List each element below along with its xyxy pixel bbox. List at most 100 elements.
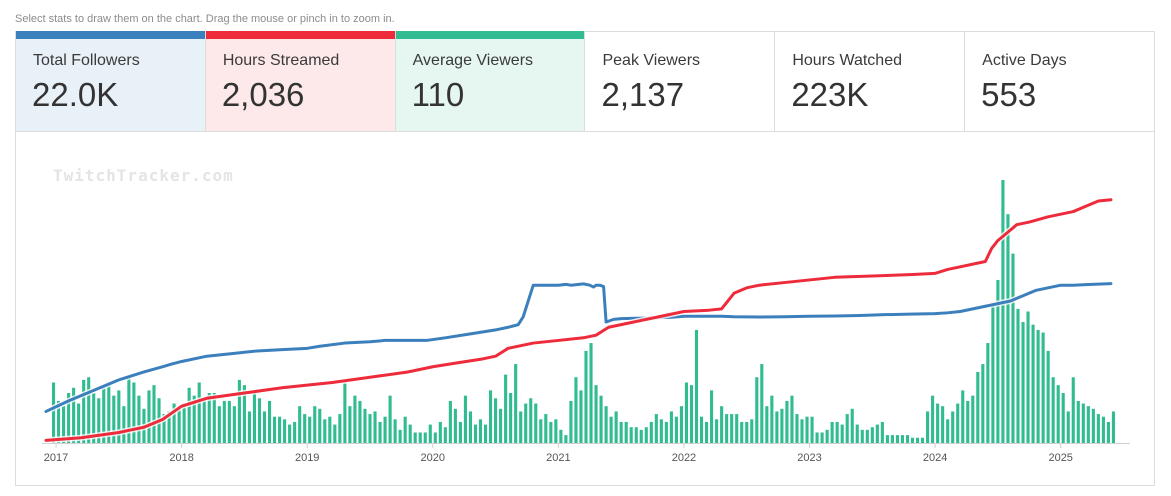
bar-0-124 [674,416,678,443]
bar-0-201 [1061,393,1065,443]
bar-0-68 [393,419,397,443]
bar-0-154 [825,429,829,443]
bar-0-127 [689,385,694,443]
bar-0-183 [971,395,975,443]
bar-0-135 [730,414,734,443]
bar-0-43 [267,400,272,443]
bar-0-200 [1056,385,1060,443]
bar-0-137 [740,421,744,443]
bar-0-45 [278,416,282,443]
bar-0-34 [222,400,226,443]
bar-0-194 [1026,311,1030,443]
bar-0-191 [1011,253,1015,443]
chart-area[interactable]: 2017 2018 2019 2020 2021 2022 2023 2024 2025 Twi… [15,132,1155,486]
bar-0-85 [478,419,483,443]
bar-0-145 [780,408,784,443]
bar-0-156 [835,421,839,443]
bar-0-51 [308,416,312,443]
bar-0-54 [323,419,327,443]
stat-average-viewers[interactable]: Average Viewers 110 [395,31,586,131]
stats-chart[interactable]: 2017 2018 2019 2020 2021 2022 2023 2024 2025 [16,132,1154,486]
bar-0-64 [373,411,377,443]
stat-active-days[interactable]: Active Days 553 [965,32,1154,131]
bar-0-91 [509,393,513,443]
stat-total-followers[interactable]: Total Followers 22.0K [16,31,206,131]
bar-0-136 [735,414,739,443]
bar-0-94 [524,403,528,443]
bar-0-65 [378,421,382,443]
bar-0-126 [684,382,689,443]
bar-0-172 [915,437,920,443]
stat-value: 22.0K [32,76,119,113]
bar-0-144 [775,411,779,443]
bar-0-157 [840,424,844,443]
bar-0-12 [112,395,116,443]
bar-0-11 [107,382,111,443]
x-tick-label-8: 2025 [1048,452,1072,464]
bar-0-118 [644,427,648,443]
bar-0-148 [795,414,799,443]
bar-0-82 [463,395,467,443]
bar-0-39 [247,411,251,443]
bar-0-20 [152,385,156,443]
stat-color-bar [395,31,585,39]
bar-0-87 [489,390,493,443]
bar-0-155 [830,421,834,443]
bar-0-16 [132,382,136,443]
bar-0-165 [880,421,884,443]
bar-0-181 [961,390,965,443]
bar-0-77 [438,421,442,443]
bar-0-203 [1071,377,1075,443]
bar-0-90 [504,374,508,443]
bar-0-100 [554,419,558,443]
bar-0-80 [453,408,457,443]
bar-0-47 [288,424,292,443]
bar-0-95 [529,398,533,443]
bar-0-162 [865,429,869,443]
bar-0-14 [122,406,126,443]
bar-0-99 [549,421,553,443]
bar-0-168 [895,435,899,443]
bar-0-32 [212,393,216,443]
bar-0-128 [694,329,699,443]
bar-0-97 [539,419,543,443]
bar-0-60 [353,395,357,443]
bar-0-71 [408,424,412,443]
bar-0-5 [77,403,81,443]
bar-0-13 [117,390,121,443]
bar-0-196 [1036,329,1040,443]
bar-0-30 [202,400,206,443]
bar-0-62 [363,408,367,443]
bar-0-116 [634,427,638,443]
bar-0-176 [936,403,940,443]
bar-0-41 [257,398,262,443]
bar-0-25 [177,408,181,443]
bar-0-7 [87,377,91,443]
stat-peak-viewers[interactable]: Peak Viewers 2,137 [585,32,776,131]
bar-0-75 [428,424,432,443]
bar-0-180 [956,403,960,443]
bar-0-193 [1021,322,1025,443]
bar-0-175 [931,395,935,443]
series-line-halo-1 [43,280,1114,415]
bar-0-178 [946,419,950,443]
bar-0-81 [458,421,462,443]
bar-0-195 [1031,324,1035,443]
bar-0-111 [609,416,613,443]
bar-0-28 [192,395,196,443]
bar-0-150 [805,416,809,443]
x-tick-label-7: 2024 [923,452,947,464]
bar-0-160 [855,424,859,443]
bar-0-37 [237,379,241,443]
bar-0-44 [273,416,277,443]
bar-0-24 [172,403,176,443]
bar-0-96 [534,403,538,443]
bar-0-59 [348,406,352,443]
bar-0-15 [127,377,131,443]
stat-hours-streamed[interactable]: Hours Streamed 2,036 [205,31,396,131]
stat-hours-watched[interactable]: Hours Watched 223K [775,32,966,131]
bar-0-86 [483,424,488,443]
bar-0-138 [745,421,749,443]
bar-0-205 [1081,403,1085,443]
bar-0-199 [1051,377,1055,443]
